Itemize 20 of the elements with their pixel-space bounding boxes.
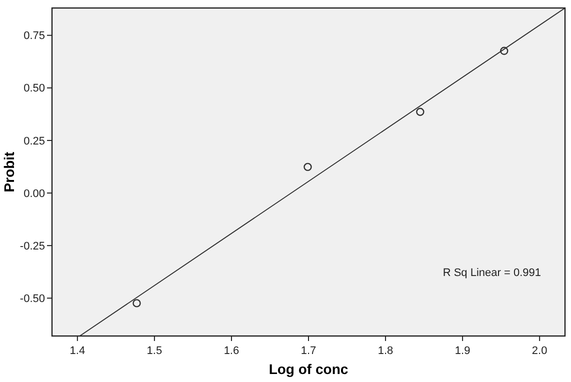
x-tick-label: 1.7: [300, 345, 316, 357]
x-axis-title: Log of conc: [268, 361, 348, 377]
annotation: R Sq Linear = 0.991: [442, 267, 541, 279]
y-tick-label: 0.75: [24, 30, 45, 42]
y-tick-label: 0.25: [24, 135, 45, 148]
point: [500, 46, 508, 55]
x-tick-label: 2.0: [532, 345, 548, 357]
x-tick-label: 1.9: [454, 345, 470, 357]
y-tick-label: -0.50: [20, 293, 45, 306]
y-tick-label: -0.25: [20, 240, 45, 252]
y-tick-label: 0.00: [24, 188, 45, 200]
point: [416, 108, 424, 116]
point: [132, 299, 141, 308]
x-tick-label: 1.8: [378, 345, 394, 357]
y-axis-title: Probit: [1, 151, 17, 192]
x-tick-label: 1.5: [146, 345, 162, 357]
x-tick-label: 1.6: [224, 345, 240, 357]
y-tick-label: 0.50: [24, 82, 45, 95]
point: [304, 162, 312, 172]
x-tick-label: 1.4: [70, 345, 86, 357]
